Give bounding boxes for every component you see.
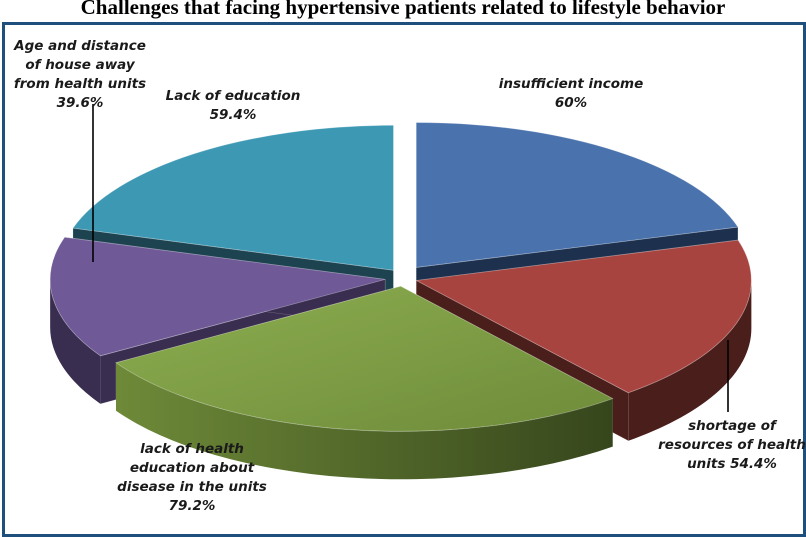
slice-lack-of-health-education-about-disease-in-the-units-rim	[115, 362, 613, 480]
slice-shortage-of-resources-of-health-units-top	[415, 239, 752, 394]
label-insufficient-income-line: insufficient income	[499, 76, 644, 92]
labels-layer: insufficient income 60% shortage of resourc…	[13, 38, 806, 514]
label-age-and-distance-of-house-away-from-health-units-line: from health units	[14, 76, 146, 92]
slice-insufficient-income-top	[415, 122, 739, 268]
label-age-and-distance-of-house-away-from-health-units-line: Age and distance	[13, 38, 146, 54]
label-shortage-of-resources-of-health-units-line: resources of health	[658, 437, 806, 453]
slice-shortage-of-resources-of-health-units-rim	[628, 280, 752, 441]
slice-age-and-distance-of-house-away-from-health-units-rim	[50, 279, 101, 404]
label-lack-of-health-education-about-disease-in-the-units-line: disease in the units	[117, 479, 267, 495]
label-shortage-of-resources-of-health-units: shortage of resources of health units 54.4…	[658, 418, 806, 472]
label-lack-of-education-line: Lack of education	[166, 88, 301, 104]
slice-lack-of-health-education-about-disease-in-the-units-top	[115, 285, 614, 432]
label-lack-of-education: Lack of education 59.4%	[166, 88, 301, 123]
label-shortage-of-resources-of-health-units-line: units 54.4%	[687, 456, 777, 472]
chart-title: Challenges that facing hypertensive pati…	[80, 0, 726, 19]
slice-lack-of-education-top	[72, 124, 394, 271]
slice-lack-of-health-education-about-disease-in-the-units	[115, 285, 614, 480]
label-lack-of-health-education-about-disease-in-the-units: lack of health education about disease in …	[117, 441, 267, 514]
label-age-and-distance-of-house-away-from-health-units: Age and distance of house away from health…	[13, 38, 146, 111]
slices-layer	[49, 122, 752, 480]
label-insufficient-income: insufficient income 60%	[499, 76, 644, 111]
label-lack-of-education-line: 59.4%	[210, 107, 257, 123]
label-lack-of-health-education-about-disease-in-the-units-line: education about	[130, 460, 255, 476]
label-age-and-distance-of-house-away-from-health-units-line: of house away	[25, 57, 136, 73]
label-age-and-distance-of-house-away-from-health-units-line: 39.6%	[57, 95, 104, 111]
label-lack-of-health-education-about-disease-in-the-units-line: 79.2%	[169, 498, 216, 514]
label-insufficient-income-line: 60%	[555, 95, 587, 111]
slice-age-and-distance-of-house-away-from-health-units-top	[49, 236, 386, 357]
label-shortage-of-resources-of-health-units-line: shortage of	[688, 418, 778, 434]
label-lack-of-health-education-about-disease-in-the-units-line: lack of health	[140, 441, 244, 457]
